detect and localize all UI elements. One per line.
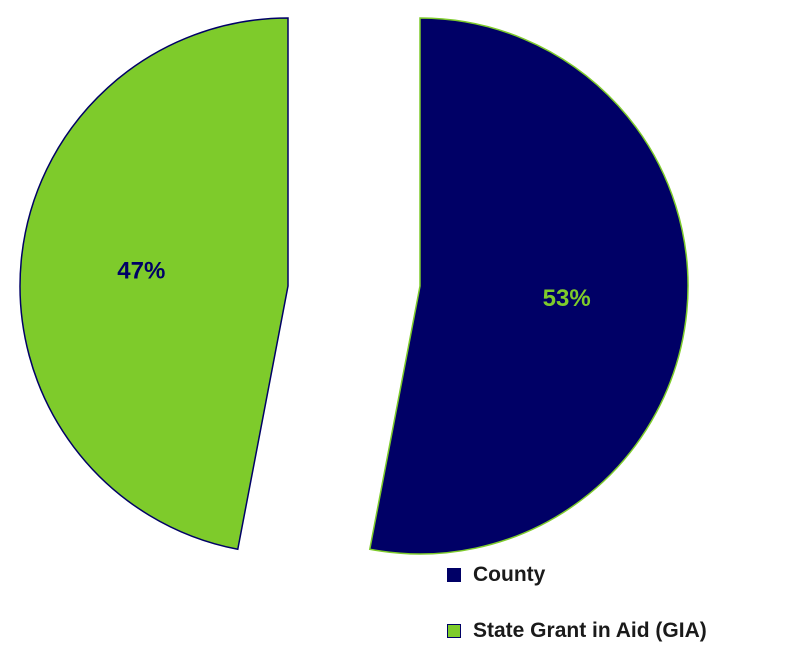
chart-legend: County State Grant in Aid (GIA) <box>447 560 802 672</box>
pie-chart: 53% 47% <box>19 17 689 555</box>
slice-label-state-gia: 47% <box>117 257 165 284</box>
legend-item-county[interactable]: County <box>447 560 802 590</box>
legend-swatch-county <box>447 568 461 582</box>
slice-label-county: 53% <box>543 285 591 312</box>
legend-label-county: County <box>473 563 546 586</box>
legend-label-state-gia: State Grant in Aid (GIA) <box>473 619 707 642</box>
pie-slice-state-gia[interactable] <box>19 17 289 551</box>
legend-swatch-state-gia <box>447 624 461 638</box>
pie-slice-county[interactable] <box>368 17 689 555</box>
legend-item-state-gia[interactable]: State Grant in Aid (GIA) <box>447 616 802 646</box>
